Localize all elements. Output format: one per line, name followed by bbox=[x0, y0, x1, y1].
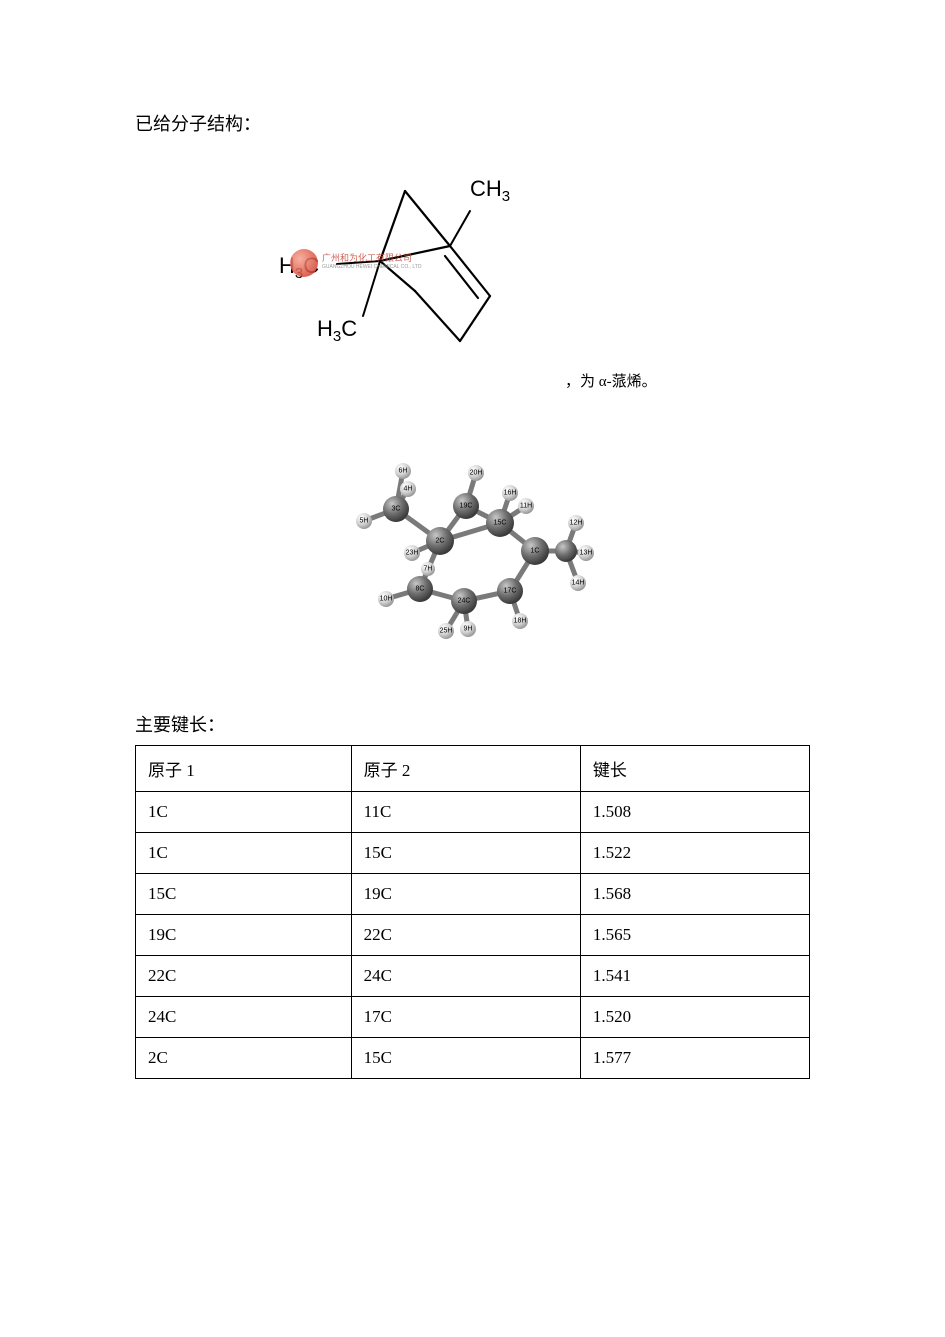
cell-atom2: 24C bbox=[351, 956, 580, 997]
atom-label: 14H bbox=[571, 580, 584, 587]
cell-atom1: 24C bbox=[136, 997, 352, 1038]
heading-structure: 已给分子结构： bbox=[135, 110, 810, 136]
atom-label: 20H bbox=[469, 470, 482, 477]
atom-label: 6H bbox=[398, 468, 407, 475]
col-header-atom2: 原子 2 bbox=[351, 746, 580, 792]
table-row: 15C19C1.568 bbox=[136, 874, 810, 915]
col-header-bondlength: 键长 bbox=[580, 746, 809, 792]
structure-caption: ，为 α-蒎烯。 bbox=[565, 370, 657, 391]
ball-stick-model-svg: 6H 20H 4H 16H11H 19C 3C 5H 12H 15C 2C 1C 23H 13H 7H 14… bbox=[328, 451, 618, 656]
atom-label: 1C bbox=[530, 548, 539, 555]
cell-bondlength: 1.508 bbox=[580, 792, 809, 833]
cell-atom1: 22C bbox=[136, 956, 352, 997]
cell-bondlength: 1.520 bbox=[580, 997, 809, 1038]
atom-label: 12H bbox=[569, 520, 582, 527]
watermark-line2: GUANGZHOU HEWEI CHEMICAL CO., LTD bbox=[322, 263, 421, 272]
carbon-atom-icon bbox=[555, 540, 577, 562]
atom-label: 24C bbox=[457, 598, 470, 605]
cell-bondlength: 1.568 bbox=[580, 874, 809, 915]
watermark-text: 广州和为化工有限公司 GUANGZHOU HEWEI CHEMICAL CO.,… bbox=[322, 254, 421, 272]
cell-atom2: 11C bbox=[351, 792, 580, 833]
col-header-atom1: 原子 1 bbox=[136, 746, 352, 792]
bond-length-table: 原子 1 原子 2 键长 1C11C1.5081C15C1.52215C19C1… bbox=[135, 745, 810, 1079]
table-row: 1C11C1.508 bbox=[136, 792, 810, 833]
label-h3c-lower: H3C bbox=[317, 316, 357, 345]
atom-label: 2C bbox=[435, 538, 444, 545]
cell-atom2: 19C bbox=[351, 874, 580, 915]
table-row: 1C15C1.522 bbox=[136, 833, 810, 874]
cell-bondlength: 1.565 bbox=[580, 915, 809, 956]
document-page: 已给分子结构： 广州和为化工有限公司 GUANGZHOU HEWEI CHEMI… bbox=[0, 0, 945, 1139]
atom-label: 25H bbox=[439, 628, 452, 635]
table-row: 22C24C1.541 bbox=[136, 956, 810, 997]
cell-atom1: 1C bbox=[136, 792, 352, 833]
atom-label: 7H bbox=[423, 566, 432, 573]
atom-label: 18H bbox=[513, 618, 526, 625]
watermark-logo-icon bbox=[290, 249, 318, 277]
cell-bondlength: 1.541 bbox=[580, 956, 809, 997]
atom-label: 23H bbox=[405, 550, 418, 557]
cell-atom1: 2C bbox=[136, 1038, 352, 1079]
ball-stick-model-region: 6H 20H 4H 16H11H 19C 3C 5H 12H 15C 2C 1C 23H 13H 7H 14… bbox=[135, 451, 810, 656]
cell-atom2: 15C bbox=[351, 1038, 580, 1079]
atom-label: 10H bbox=[379, 596, 392, 603]
cell-atom1: 19C bbox=[136, 915, 352, 956]
label-ch3-top: CH3 bbox=[470, 176, 510, 205]
table-row: 2C15C1.577 bbox=[136, 1038, 810, 1079]
cell-atom2: 17C bbox=[351, 997, 580, 1038]
cell-bondlength: 1.522 bbox=[580, 833, 809, 874]
table-header-row: 原子 1 原子 2 键长 bbox=[136, 746, 810, 792]
watermark: 广州和为化工有限公司 GUANGZHOU HEWEI CHEMICAL CO.,… bbox=[290, 249, 421, 277]
atom-label: 17C bbox=[503, 588, 516, 595]
atom-label: 4H bbox=[403, 486, 412, 493]
atom-label: 9H bbox=[463, 626, 472, 633]
cell-atom1: 1C bbox=[136, 833, 352, 874]
structural-formula-region: 广州和为化工有限公司 GUANGZHOU HEWEI CHEMICAL CO.,… bbox=[135, 156, 810, 396]
atom-label: 5H bbox=[359, 518, 368, 525]
cell-atom2: 22C bbox=[351, 915, 580, 956]
atom-label: 15C bbox=[493, 520, 506, 527]
cell-atom1: 15C bbox=[136, 874, 352, 915]
table-row: 19C22C1.565 bbox=[136, 915, 810, 956]
atom-label: 11H bbox=[519, 503, 531, 510]
atom-label: 8C bbox=[415, 586, 424, 593]
cell-bondlength: 1.577 bbox=[580, 1038, 809, 1079]
cell-atom2: 15C bbox=[351, 833, 580, 874]
table-row: 24C17C1.520 bbox=[136, 997, 810, 1038]
atom-label: 13H bbox=[579, 550, 592, 557]
heading-bond-lengths: 主要键长： bbox=[135, 711, 810, 737]
atom-label: 3C bbox=[391, 506, 400, 513]
atom-label: 19C bbox=[459, 503, 472, 510]
atom-label: 16H bbox=[503, 490, 516, 497]
watermark-line1: 广州和为化工有限公司 bbox=[322, 254, 421, 263]
